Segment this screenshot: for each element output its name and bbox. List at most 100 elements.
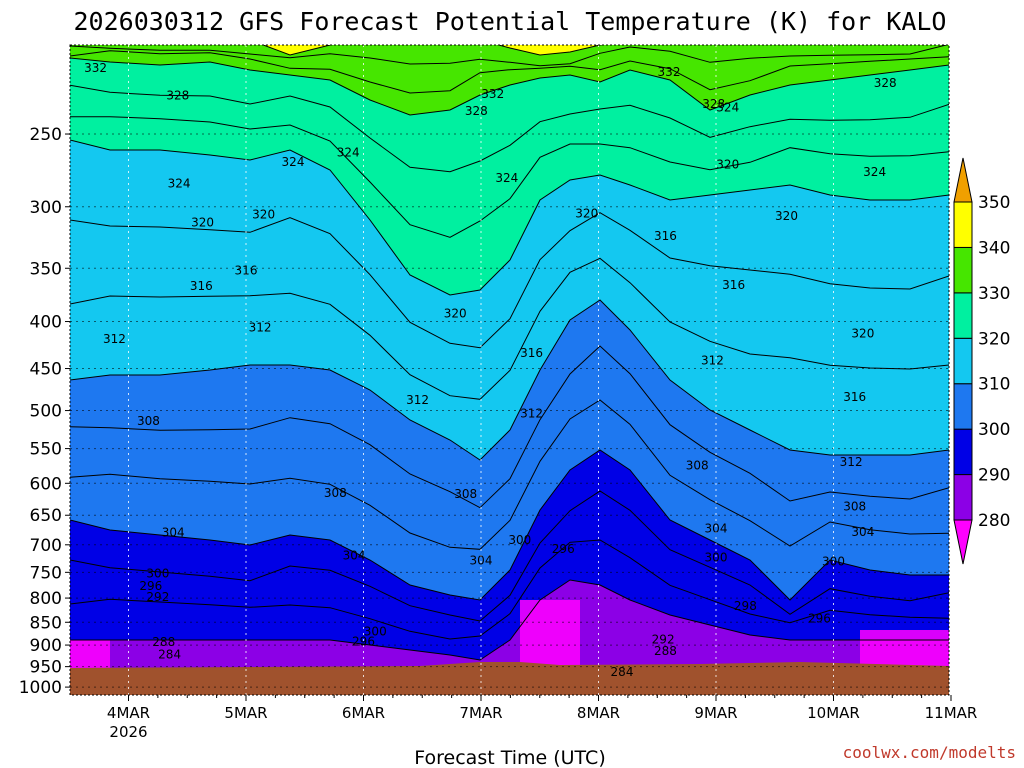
isoline (70, 84, 949, 173)
isoline-290 (70, 579, 949, 661)
isoline (70, 345, 949, 509)
contour-label: 284 (611, 665, 634, 679)
contour-label: 308 (137, 414, 160, 428)
x-tick-label: 10MAR (807, 704, 860, 722)
x-tick-label: 11MAR (925, 704, 978, 722)
contour-label: 316 (520, 346, 543, 360)
contour-label: 316 (190, 279, 213, 293)
contour-label: 308 (686, 459, 709, 473)
contour-label: 300 (705, 551, 728, 565)
contour-label: 328 (702, 97, 725, 111)
colorbar-tick-label: 280 (978, 511, 1010, 531)
contour-label: 320 (716, 158, 739, 172)
colorbar-tick-label: 320 (978, 329, 1010, 349)
contour-label: 284 (158, 647, 181, 661)
contour-label: 324 (337, 146, 360, 160)
contour-label: 308 (843, 500, 866, 514)
y-tick-label: 900 (30, 636, 62, 656)
contour-label: 328 (166, 89, 189, 103)
contour-label: 308 (324, 486, 347, 500)
contour-label: 332 (84, 61, 107, 75)
colorbar-lower-extension (953, 519, 973, 565)
contour-label: 316 (722, 278, 745, 292)
isoline (70, 212, 949, 349)
contour-label: 320 (851, 326, 874, 340)
contour-label: 324 (716, 101, 739, 115)
contour-label: 292 (652, 633, 675, 647)
x-axis-label: Forecast Time (UTC) (414, 747, 605, 768)
credit-text: coolwx.com/modelts (843, 743, 1016, 762)
colorbar-upper-extension (953, 157, 973, 203)
isoline (70, 539, 949, 640)
isoline-310 (70, 299, 949, 461)
colorbar-segment (953, 201, 973, 248)
isoline-320 (70, 139, 949, 296)
contour-label: 324 (282, 155, 305, 169)
y-tick-label: 1000 (19, 678, 62, 698)
contour-label: 316 (654, 229, 677, 243)
contour-label: 320 (575, 206, 598, 220)
contour-label: 300 (822, 555, 845, 569)
contour-label: 304 (162, 526, 185, 540)
contour-label: 300 (508, 533, 531, 547)
colorbar-segment (953, 428, 973, 476)
colorbar-segment (953, 337, 973, 385)
contour-label: 324 (168, 176, 191, 190)
x-tick-label: 5MAR (224, 704, 267, 722)
contour-label: 316 (235, 264, 258, 278)
isoline (70, 116, 949, 238)
y-tick-label: 550 (30, 440, 62, 460)
terrain-ground (70, 662, 949, 695)
contour-isolines (70, 45, 949, 661)
y-tick-label: 600 (30, 474, 62, 494)
isoline (70, 45, 949, 67)
contour-label: 320 (775, 209, 798, 223)
y-tick-label: 500 (30, 402, 62, 422)
colorbar-tick-label: 300 (978, 420, 1010, 440)
isoline (70, 50, 949, 94)
colorbar: 280 290 300 310 320 330 340 350 (953, 157, 1010, 565)
contour-fill-bands (70, 45, 949, 695)
plot-frame (69, 44, 950, 696)
x-tick-label: 7MAR (459, 704, 502, 722)
plot-area: 3323283243203163123083043002962922882843… (70, 45, 949, 695)
gridlines (70, 45, 949, 695)
isoline-340 (261, 45, 604, 56)
y-tick-label: 800 (30, 589, 62, 609)
band-280-290-pocket (520, 600, 580, 668)
x-tick-label: 9MAR (694, 704, 737, 722)
contour-label: 304 (851, 525, 874, 539)
y-tick-label: 450 (30, 360, 62, 380)
colorbar-tick-label: 310 (978, 375, 1010, 395)
contour-label: 304 (470, 553, 493, 567)
x-tick-sublabel: 2026 (109, 723, 147, 741)
contour-label: 328 (874, 76, 897, 90)
colorbar-segment (953, 246, 973, 294)
y-tick-label: 300 (30, 198, 62, 218)
contour-label: 292 (146, 590, 169, 604)
contour-labels: 3323283243203163123083043002962922882843… (84, 61, 897, 679)
isoline (70, 399, 949, 550)
contour-label: 304 (705, 522, 728, 536)
x-tick-label: 8MAR (577, 704, 620, 722)
y-tick-label: 400 (30, 313, 62, 333)
colorbar-tick-label: 340 (978, 238, 1010, 258)
contour-label: 324 (495, 171, 518, 185)
contour-label: 328 (465, 104, 488, 118)
isoline-330 (70, 57, 949, 116)
contour-label: 298 (734, 599, 757, 613)
chart-title: 2026030312 GFS Forecast Potential Temper… (74, 7, 947, 36)
colorbar-tick-label: 330 (978, 284, 1010, 304)
colorbar-tick-label: 290 (978, 466, 1010, 486)
contour-label: 312 (840, 455, 863, 469)
contour-label: 304 (343, 548, 366, 562)
contour-label: 296 (139, 579, 162, 593)
contour-label: 316 (843, 390, 866, 404)
x-tick-label: 6MAR (342, 704, 385, 722)
y-tick-label: 950 (30, 658, 62, 678)
colorbar-tick-label: 350 (978, 193, 1010, 213)
contour-label: 296 (808, 611, 831, 625)
contour-label: 332 (658, 65, 681, 79)
contour-label: 288 (654, 644, 677, 658)
